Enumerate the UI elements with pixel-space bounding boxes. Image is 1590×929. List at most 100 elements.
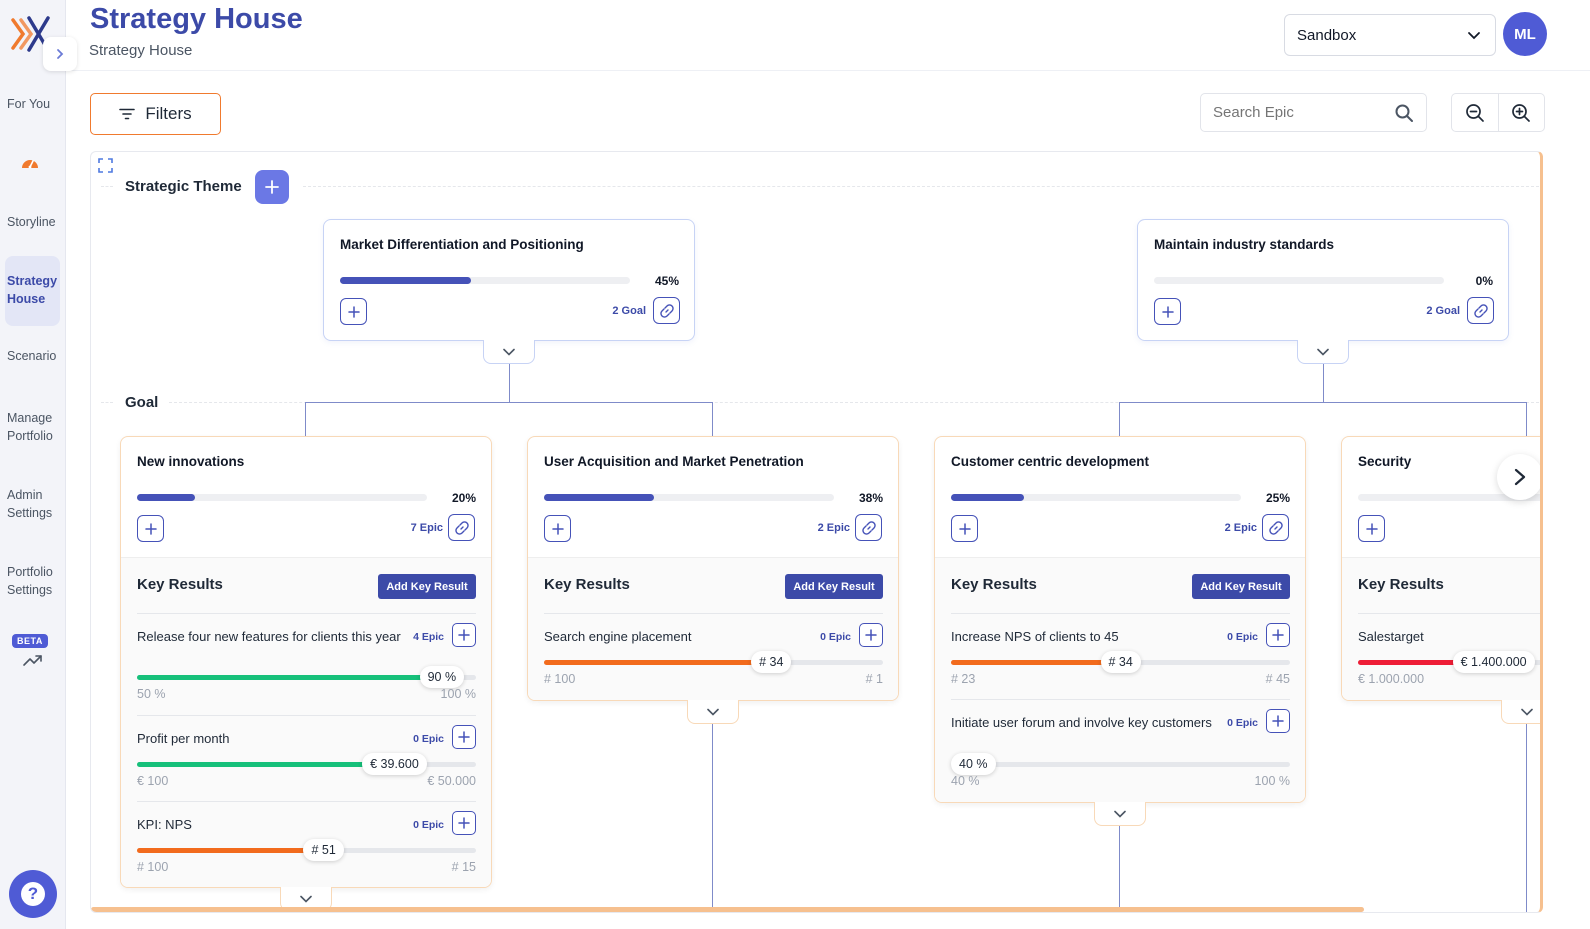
- search-input[interactable]: [1213, 94, 1393, 130]
- add-epic-button[interactable]: [951, 515, 978, 542]
- theme-card[interactable]: Maintain industry standards 0% 2 Goal: [1137, 219, 1509, 341]
- add-goal-button[interactable]: [1154, 298, 1181, 325]
- link-button[interactable]: [653, 297, 680, 324]
- add-epic-button[interactable]: [452, 725, 476, 749]
- goal-count-link[interactable]: 2 Goal: [612, 305, 646, 317]
- key-result-track: # 51: [137, 839, 476, 861]
- chevron-down-icon: [707, 708, 719, 716]
- epic-count-link[interactable]: 7 Epic: [410, 522, 443, 534]
- key-results-heading: Key Results: [544, 576, 630, 593]
- key-result-title: Profit per month: [137, 731, 230, 746]
- key-result-track: 40 %: [951, 753, 1290, 775]
- add-epic-button[interactable]: [544, 515, 571, 542]
- epic-count-link[interactable]: 2 Epic: [817, 522, 850, 534]
- goal-card[interactable]: User Acquisition and Market Penetration …: [527, 436, 899, 701]
- nav-label: Scenario: [7, 349, 57, 363]
- key-result-epic-count[interactable]: 0 Epic: [413, 733, 444, 745]
- add-epic-button[interactable]: [1358, 515, 1385, 542]
- link-button[interactable]: [448, 514, 475, 541]
- nav-strategy-house[interactable]: Strategy House: [5, 256, 60, 326]
- key-result[interactable]: Increase NPS of clients to 45 0 Epic # 3…: [951, 613, 1290, 699]
- plus-icon: [865, 629, 877, 641]
- link-button[interactable]: [855, 514, 882, 541]
- zoom-out-button[interactable]: [1452, 94, 1498, 131]
- key-results-section: Key Results Salestarget € 1.400.000 € 1.…: [1342, 557, 1540, 700]
- sidebar-expand-button[interactable]: [43, 37, 77, 71]
- chevron-down-icon: [1317, 348, 1329, 356]
- key-result[interactable]: Release four new features for clients th…: [137, 613, 476, 715]
- key-result-fill: [137, 848, 324, 853]
- zoom-in-button[interactable]: [1497, 94, 1544, 131]
- app-logo[interactable]: [10, 14, 52, 54]
- plus-icon: [458, 731, 470, 743]
- key-result-target: € 50.000: [427, 774, 476, 788]
- key-result[interactable]: Initiate user forum and involve key cust…: [951, 699, 1290, 802]
- scroll-right-button[interactable]: [1497, 454, 1540, 500]
- add-epic-button[interactable]: [137, 515, 164, 542]
- goal-card[interactable]: Customer centric development 25% 2 Epic …: [934, 436, 1306, 803]
- plus-icon: [1161, 305, 1174, 318]
- theme-card[interactable]: Market Differentiation and Positioning 4…: [323, 219, 695, 341]
- nav-for-you[interactable]: For You: [0, 95, 66, 113]
- goal-count-link[interactable]: 2 Goal: [1426, 305, 1460, 317]
- help-button[interactable]: ?: [9, 870, 57, 918]
- key-result-title: Initiate user forum and involve key cust…: [951, 715, 1212, 730]
- goal-expand-toggle[interactable]: [1501, 700, 1540, 724]
- environment-select[interactable]: Sandbox: [1284, 14, 1496, 56]
- epic-count-link[interactable]: 2 Epic: [1224, 522, 1257, 534]
- goal-card[interactable]: New innovations 20% 7 Epic Key Results A…: [120, 436, 492, 888]
- key-result-epic-count[interactable]: 0 Epic: [820, 631, 851, 643]
- add-theme-button[interactable]: [255, 170, 289, 204]
- goal-expand-toggle[interactable]: [687, 700, 739, 724]
- nav-admin-settings[interactable]: Admin Settings: [0, 486, 60, 522]
- plus-icon: [144, 522, 157, 535]
- key-result[interactable]: Profit per month 0 Epic € 39.600 € 100 €…: [137, 715, 476, 801]
- key-result[interactable]: Search engine placement 0 Epic # 34 # 10…: [544, 613, 883, 699]
- add-goal-button[interactable]: [340, 298, 367, 325]
- add-epic-button[interactable]: [452, 623, 476, 647]
- zoom-out-icon: [1466, 103, 1484, 122]
- trend-up-icon[interactable]: [22, 652, 44, 668]
- key-result-epic-count[interactable]: 4 Epic: [413, 631, 444, 643]
- progress-track: [951, 494, 1241, 501]
- breadcrumb: Strategy House: [89, 42, 193, 59]
- avatar[interactable]: ML: [1503, 12, 1547, 56]
- theme-title: Maintain industry standards: [1154, 237, 1335, 252]
- horizontal-scrollbar[interactable]: [91, 907, 1364, 912]
- theme-expand-toggle[interactable]: [1297, 340, 1349, 364]
- link-button[interactable]: [1467, 297, 1494, 324]
- nav-storyline[interactable]: Storyline: [0, 213, 66, 231]
- add-epic-button[interactable]: [859, 623, 883, 647]
- add-key-result-button[interactable]: Add Key Result: [378, 574, 476, 599]
- key-results-section: Key Results Add Key Result Increase NPS …: [935, 557, 1305, 802]
- goal-expand-toggle[interactable]: [1094, 802, 1146, 826]
- key-result[interactable]: Salestarget € 1.400.000 € 1.000.000: [1358, 613, 1540, 699]
- progress-fill: [544, 494, 655, 501]
- nav-label: Strategy House: [7, 274, 58, 306]
- key-result-epic-count[interactable]: 0 Epic: [413, 819, 444, 831]
- key-result-epic-count[interactable]: 0 Epic: [1227, 717, 1258, 729]
- nav-portfolio-settings[interactable]: Portfolio Settings: [0, 563, 62, 599]
- add-key-result-button[interactable]: Add Key Result: [1192, 574, 1290, 599]
- filters-button[interactable]: Filters: [90, 93, 221, 135]
- chevron-down-icon: [1468, 32, 1480, 40]
- theme-expand-toggle[interactable]: [483, 340, 535, 364]
- key-result[interactable]: KPI: NPS 0 Epic # 51 # 100 # 15: [137, 801, 476, 887]
- nav-manage-portfolio[interactable]: Manage Portfolio: [0, 409, 62, 445]
- key-results-heading: Key Results: [951, 576, 1037, 593]
- fullscreen-icon[interactable]: [98, 158, 113, 173]
- nav-scenario[interactable]: Scenario: [0, 347, 66, 365]
- add-epic-button[interactable]: [452, 811, 476, 835]
- key-result-target: # 15: [451, 860, 476, 874]
- help-icon: ?: [21, 882, 45, 906]
- add-epic-button[interactable]: [1266, 623, 1290, 647]
- link-button[interactable]: [1262, 514, 1289, 541]
- key-result-epic-count[interactable]: 0 Epic: [1227, 631, 1258, 643]
- key-result-start: # 23: [951, 672, 976, 686]
- chevron-down-icon: [503, 348, 515, 356]
- gauge-icon[interactable]: [21, 155, 39, 169]
- add-key-result-button[interactable]: Add Key Result: [785, 574, 883, 599]
- progress-track: [1154, 277, 1444, 284]
- search-icon[interactable]: [1394, 103, 1414, 123]
- add-epic-button[interactable]: [1266, 709, 1290, 733]
